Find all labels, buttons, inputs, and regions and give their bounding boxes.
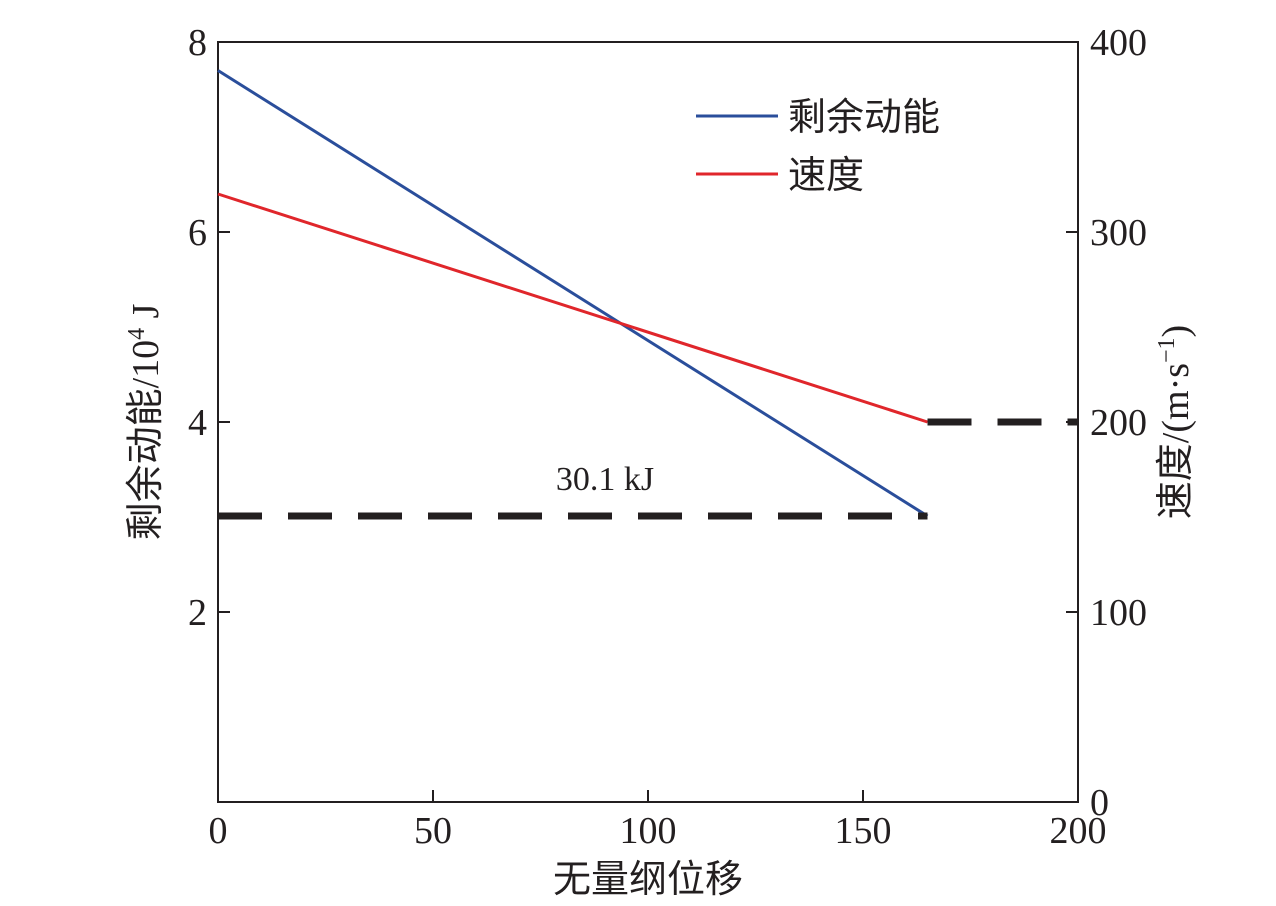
x-tick-label: 0 bbox=[209, 810, 228, 852]
y-axis-left-title: 剩余动能/104 J bbox=[124, 304, 167, 541]
reference-lines bbox=[218, 418, 1078, 520]
y-right-tick-label: 0 bbox=[1090, 782, 1109, 824]
y-left-tick-label: 2 bbox=[188, 592, 207, 634]
legend-label-velocity: 速度 bbox=[788, 155, 864, 197]
y-right-title-close: ) bbox=[1155, 325, 1197, 338]
legend: 剩余动能 速度 bbox=[696, 97, 940, 197]
y-axis-right-title: 速度/(m·s−1) bbox=[1154, 325, 1197, 519]
series-line-0 bbox=[217, 69, 929, 518]
y-right-tick-label: 200 bbox=[1090, 402, 1147, 444]
series-line-1 bbox=[217, 192, 928, 424]
x-tick-label: 100 bbox=[620, 810, 677, 852]
x-tick-label: 50 bbox=[414, 810, 452, 852]
y-left-tick-label: 8 bbox=[188, 22, 207, 64]
y-right-title-sup: −1 bbox=[1154, 337, 1180, 363]
y-left-title-unit: J bbox=[125, 304, 167, 328]
y-right-tick-label: 300 bbox=[1090, 212, 1147, 254]
y-left-tick-label: 6 bbox=[188, 212, 207, 254]
y-right-title-main: 速度/(m·s bbox=[1155, 363, 1197, 519]
y-right-tick-label: 400 bbox=[1090, 22, 1147, 64]
y-right-tick-label: 100 bbox=[1090, 592, 1147, 634]
x-tick-label: 150 bbox=[835, 810, 892, 852]
y-left-title-sup: 4 bbox=[124, 328, 150, 340]
ticks: 0 50 100 150 200 2 4 6 8 0 100 200 300 400 bbox=[188, 22, 1147, 852]
x-axis-title: 无量纲位移 bbox=[553, 859, 743, 901]
x-tick-label: 200 bbox=[1050, 810, 1107, 852]
y-left-title-main: 剩余动能/10 bbox=[125, 340, 167, 541]
y-left-tick-label: 4 bbox=[188, 402, 207, 444]
legend-label-kinetic: 剩余动能 bbox=[788, 97, 940, 139]
series-layer bbox=[217, 69, 929, 518]
annotation-label: 30.1 kJ bbox=[556, 461, 654, 498]
